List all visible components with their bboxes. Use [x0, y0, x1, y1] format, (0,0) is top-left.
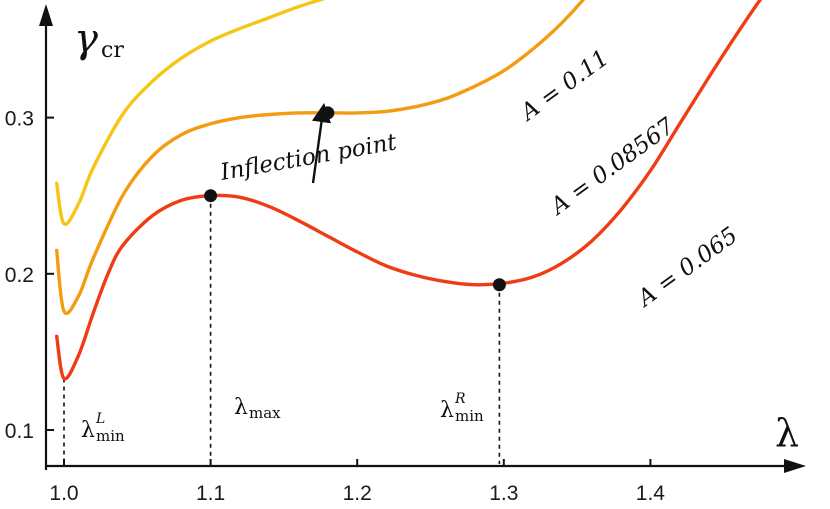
x-tick-label-2: 1.2 — [343, 482, 372, 505]
inflection-point-label: Inflection point — [218, 129, 400, 186]
svg-text:L: L — [95, 411, 105, 427]
curve-a-008567 — [55, 0, 586, 315]
curve-label-a-011: A = 0.11 — [515, 45, 614, 127]
lambda-min-r-marker — [492, 278, 506, 292]
y-axis-arrow-icon — [39, 4, 53, 26]
svg-text:min: min — [96, 427, 125, 445]
x-tick-label-3: 1.3 — [489, 482, 518, 505]
svg-text:min: min — [455, 407, 484, 425]
inflection-arrow — [311, 103, 332, 184]
svg-text:max: max — [249, 404, 281, 422]
lambda-min-l-label: λ L min — [81, 411, 125, 445]
svg-text:λ: λ — [234, 395, 248, 420]
curve-label-a-0065: A = 0.065 — [632, 222, 743, 313]
svg-text:λ: λ — [81, 418, 95, 443]
y-tick-label-1: 0.2 — [5, 264, 34, 287]
y-axis-label-sub: cr — [101, 38, 124, 63]
lambda-max-marker — [204, 189, 218, 203]
x-tick-label-4: 1.4 — [636, 482, 666, 505]
x-axis-label: λ — [775, 411, 799, 455]
svg-text:λ: λ — [440, 398, 454, 423]
y-tick-label-2: 0.3 — [5, 108, 34, 131]
y-axis-label: γ — [74, 16, 98, 62]
curve-a-011 — [55, 0, 326, 226]
y-tick-label-0: 0.1 — [5, 420, 34, 443]
svg-text:R: R — [454, 391, 466, 407]
curve-label-a-008567: A = 0.08567 — [545, 113, 680, 221]
x-tick-label-1: 1.1 — [196, 482, 225, 505]
curve-a-0065 — [55, 0, 763, 381]
lambda-max-label: λ max — [234, 395, 281, 422]
x-tick-label-0: 1.0 — [49, 482, 78, 505]
lambda-min-r-label: λ R min — [440, 391, 484, 425]
x-axis-arrow-icon — [784, 459, 806, 473]
